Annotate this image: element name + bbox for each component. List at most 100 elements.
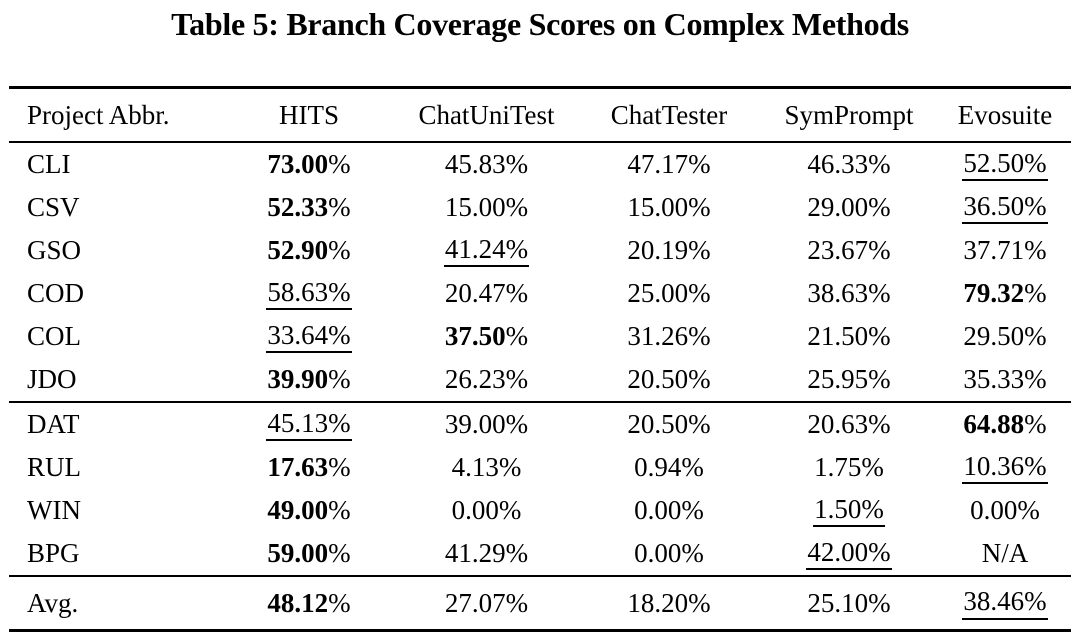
score-cell-rul-symprompt: 1.75% xyxy=(759,446,939,489)
score-cell-dat-chatunitest: 39.00% xyxy=(394,402,579,446)
column-header-hits: HITS xyxy=(224,87,394,143)
score-value: 41.29% xyxy=(444,538,529,568)
score-value: 17.63% xyxy=(267,452,351,482)
score-value: 49.00% xyxy=(267,495,351,525)
score-cell-col-chatunitest: 37.50% xyxy=(394,315,579,358)
score-value: 27.07% xyxy=(444,587,529,618)
score-value: 15.00% xyxy=(627,192,711,222)
score-value: 47.17% xyxy=(627,149,711,179)
group-avg: Avg. 48.12% 27.07% 18.20% 25.10% 38.46% xyxy=(9,576,1071,631)
table-row-bpg: BPG 59.00% 41.29% 0.00% 42.00% N/A xyxy=(9,532,1071,576)
score-value: 20.50% xyxy=(627,364,711,394)
score-cell-bpg-symprompt: 42.00% xyxy=(759,532,939,576)
score-value: 25.95% xyxy=(807,364,891,394)
column-header-evosuite: Evosuite xyxy=(939,87,1071,143)
column-header-chattester: ChatTester xyxy=(579,87,759,143)
score-cell-cod-evosuite: 79.32% xyxy=(939,272,1071,315)
score-value: 31.26% xyxy=(627,321,711,351)
score-cell-jdo-chatunitest: 26.23% xyxy=(394,358,579,402)
score-cell-rul-chattester: 0.94% xyxy=(579,446,759,489)
score-cell-dat-symprompt: 20.63% xyxy=(759,402,939,446)
score-value: 0.94% xyxy=(634,452,704,482)
score-value: 39.00% xyxy=(444,409,529,439)
score-value: 59.00% xyxy=(267,538,351,568)
score-cell-bpg-hits: 59.00% xyxy=(224,532,394,576)
score-value: 38.46% xyxy=(962,587,1048,620)
project-abbr-cod: COD xyxy=(27,278,85,308)
score-cell-win-hits: 49.00% xyxy=(224,489,394,532)
score-cell-col-evosuite: 29.50% xyxy=(939,315,1071,358)
score-cell-jdo-chattester: 20.50% xyxy=(579,358,759,402)
score-cell-gso-evosuite: 37.71% xyxy=(939,229,1071,272)
project-abbr-dat: DAT xyxy=(27,409,80,439)
project-abbr-win: WIN xyxy=(27,495,81,525)
score-value: 1.50% xyxy=(813,495,885,528)
score-value: 20.63% xyxy=(807,409,891,439)
score-value: 0.00% xyxy=(451,495,522,525)
score-value: 35.33% xyxy=(963,364,1047,394)
score-cell-win-chattester: 0.00% xyxy=(579,489,759,532)
score-cell-cli-chatunitest: 45.83% xyxy=(394,142,579,186)
score-cell-cli-symprompt: 46.33% xyxy=(759,142,939,186)
project-abbr-col: COL xyxy=(27,321,81,351)
score-cell-rul-chatunitest: 4.13% xyxy=(394,446,579,489)
score-value: 25.10% xyxy=(807,587,891,618)
branch-coverage-table: Project Abbr. HITS ChatUniTest ChatTester Sy… xyxy=(9,86,1071,632)
score-cell-bpg-chattester: 0.00% xyxy=(579,532,759,576)
table-header: Project Abbr. HITS ChatUniTest ChatTester Sy… xyxy=(9,87,1071,143)
header-row: Project Abbr. HITS ChatUniTest ChatTester Sy… xyxy=(9,87,1071,143)
score-value: 23.67% xyxy=(807,235,891,265)
score-cell-avg-evosuite: 38.46% xyxy=(939,576,1071,631)
table-row-cod: COD 58.63% 20.47% 25.00% 38.63% 79.32% xyxy=(9,272,1071,315)
project-abbr-csv: CSV xyxy=(27,192,80,222)
score-cell-jdo-evosuite: 35.33% xyxy=(939,358,1071,402)
table-row-csv: CSV 52.33% 15.00% 15.00% 29.00% 36.50% xyxy=(9,186,1071,229)
score-cell-dat-chattester: 20.50% xyxy=(579,402,759,446)
score-cell-cli-hits: 73.00% xyxy=(224,142,394,186)
project-abbr-avg: Avg. xyxy=(27,587,79,618)
score-cell-cod-chatunitest: 20.47% xyxy=(394,272,579,315)
score-value: 48.12% xyxy=(267,587,351,618)
score-cell-col-hits: 33.64% xyxy=(224,315,394,358)
table-row-cli: CLI 73.00% 45.83% 47.17% 46.33% 52.50% xyxy=(9,142,1071,186)
table-row-dat: DAT 45.13% 39.00% 20.50% 20.63% 64.88% xyxy=(9,402,1071,446)
score-value: N/A xyxy=(981,538,1029,568)
score-value: 0.00% xyxy=(634,538,704,568)
score-cell-gso-hits: 52.90% xyxy=(224,229,394,272)
score-cell-cli-evosuite: 52.50% xyxy=(939,142,1071,186)
score-cell-csv-chatunitest: 15.00% xyxy=(394,186,579,229)
table-caption: Table 5: Branch Coverage Scores on Compl… xyxy=(171,6,909,42)
score-cell-gso-chattester: 20.19% xyxy=(579,229,759,272)
column-header-chatunitest: ChatUniTest xyxy=(394,87,579,143)
score-cell-gso-chatunitest: 41.24% xyxy=(394,229,579,272)
score-value: 52.33% xyxy=(267,192,351,222)
score-value: 37.71% xyxy=(963,235,1047,265)
score-value: 29.00% xyxy=(807,192,891,222)
score-value: 26.23% xyxy=(444,364,529,394)
score-cell-win-symprompt: 1.50% xyxy=(759,489,939,532)
project-abbr-bpg: BPG xyxy=(27,538,80,568)
project-abbr-jdo: JDO xyxy=(27,364,77,394)
score-cell-avg-chattester: 18.20% xyxy=(579,576,759,631)
column-header-symprompt: SymPrompt xyxy=(759,87,939,143)
score-cell-jdo-symprompt: 25.95% xyxy=(759,358,939,402)
score-cell-cod-chattester: 25.00% xyxy=(579,272,759,315)
table-row-avg: Avg. 48.12% 27.07% 18.20% 25.10% 38.46% xyxy=(9,576,1071,631)
score-value: 0.00% xyxy=(970,495,1040,525)
score-cell-bpg-evosuite: N/A xyxy=(939,532,1071,576)
score-value: 58.63% xyxy=(266,278,352,311)
score-value: 33.64% xyxy=(266,321,352,354)
score-value: 64.88% xyxy=(963,409,1047,439)
score-cell-csv-symprompt: 29.00% xyxy=(759,186,939,229)
score-value: 20.47% xyxy=(444,278,529,308)
score-value: 42.00% xyxy=(806,538,892,571)
score-cell-cod-hits: 58.63% xyxy=(224,272,394,315)
score-value: 52.90% xyxy=(267,235,351,265)
score-value: 4.13% xyxy=(451,452,522,482)
table-row-rul: RUL 17.63% 4.13% 0.94% 1.75% 10.36% xyxy=(9,446,1071,489)
score-cell-rul-hits: 17.63% xyxy=(224,446,394,489)
score-cell-dat-hits: 45.13% xyxy=(224,402,394,446)
score-value: 1.75% xyxy=(814,452,884,482)
score-cell-avg-hits: 48.12% xyxy=(224,576,394,631)
score-cell-cli-chattester: 47.17% xyxy=(579,142,759,186)
